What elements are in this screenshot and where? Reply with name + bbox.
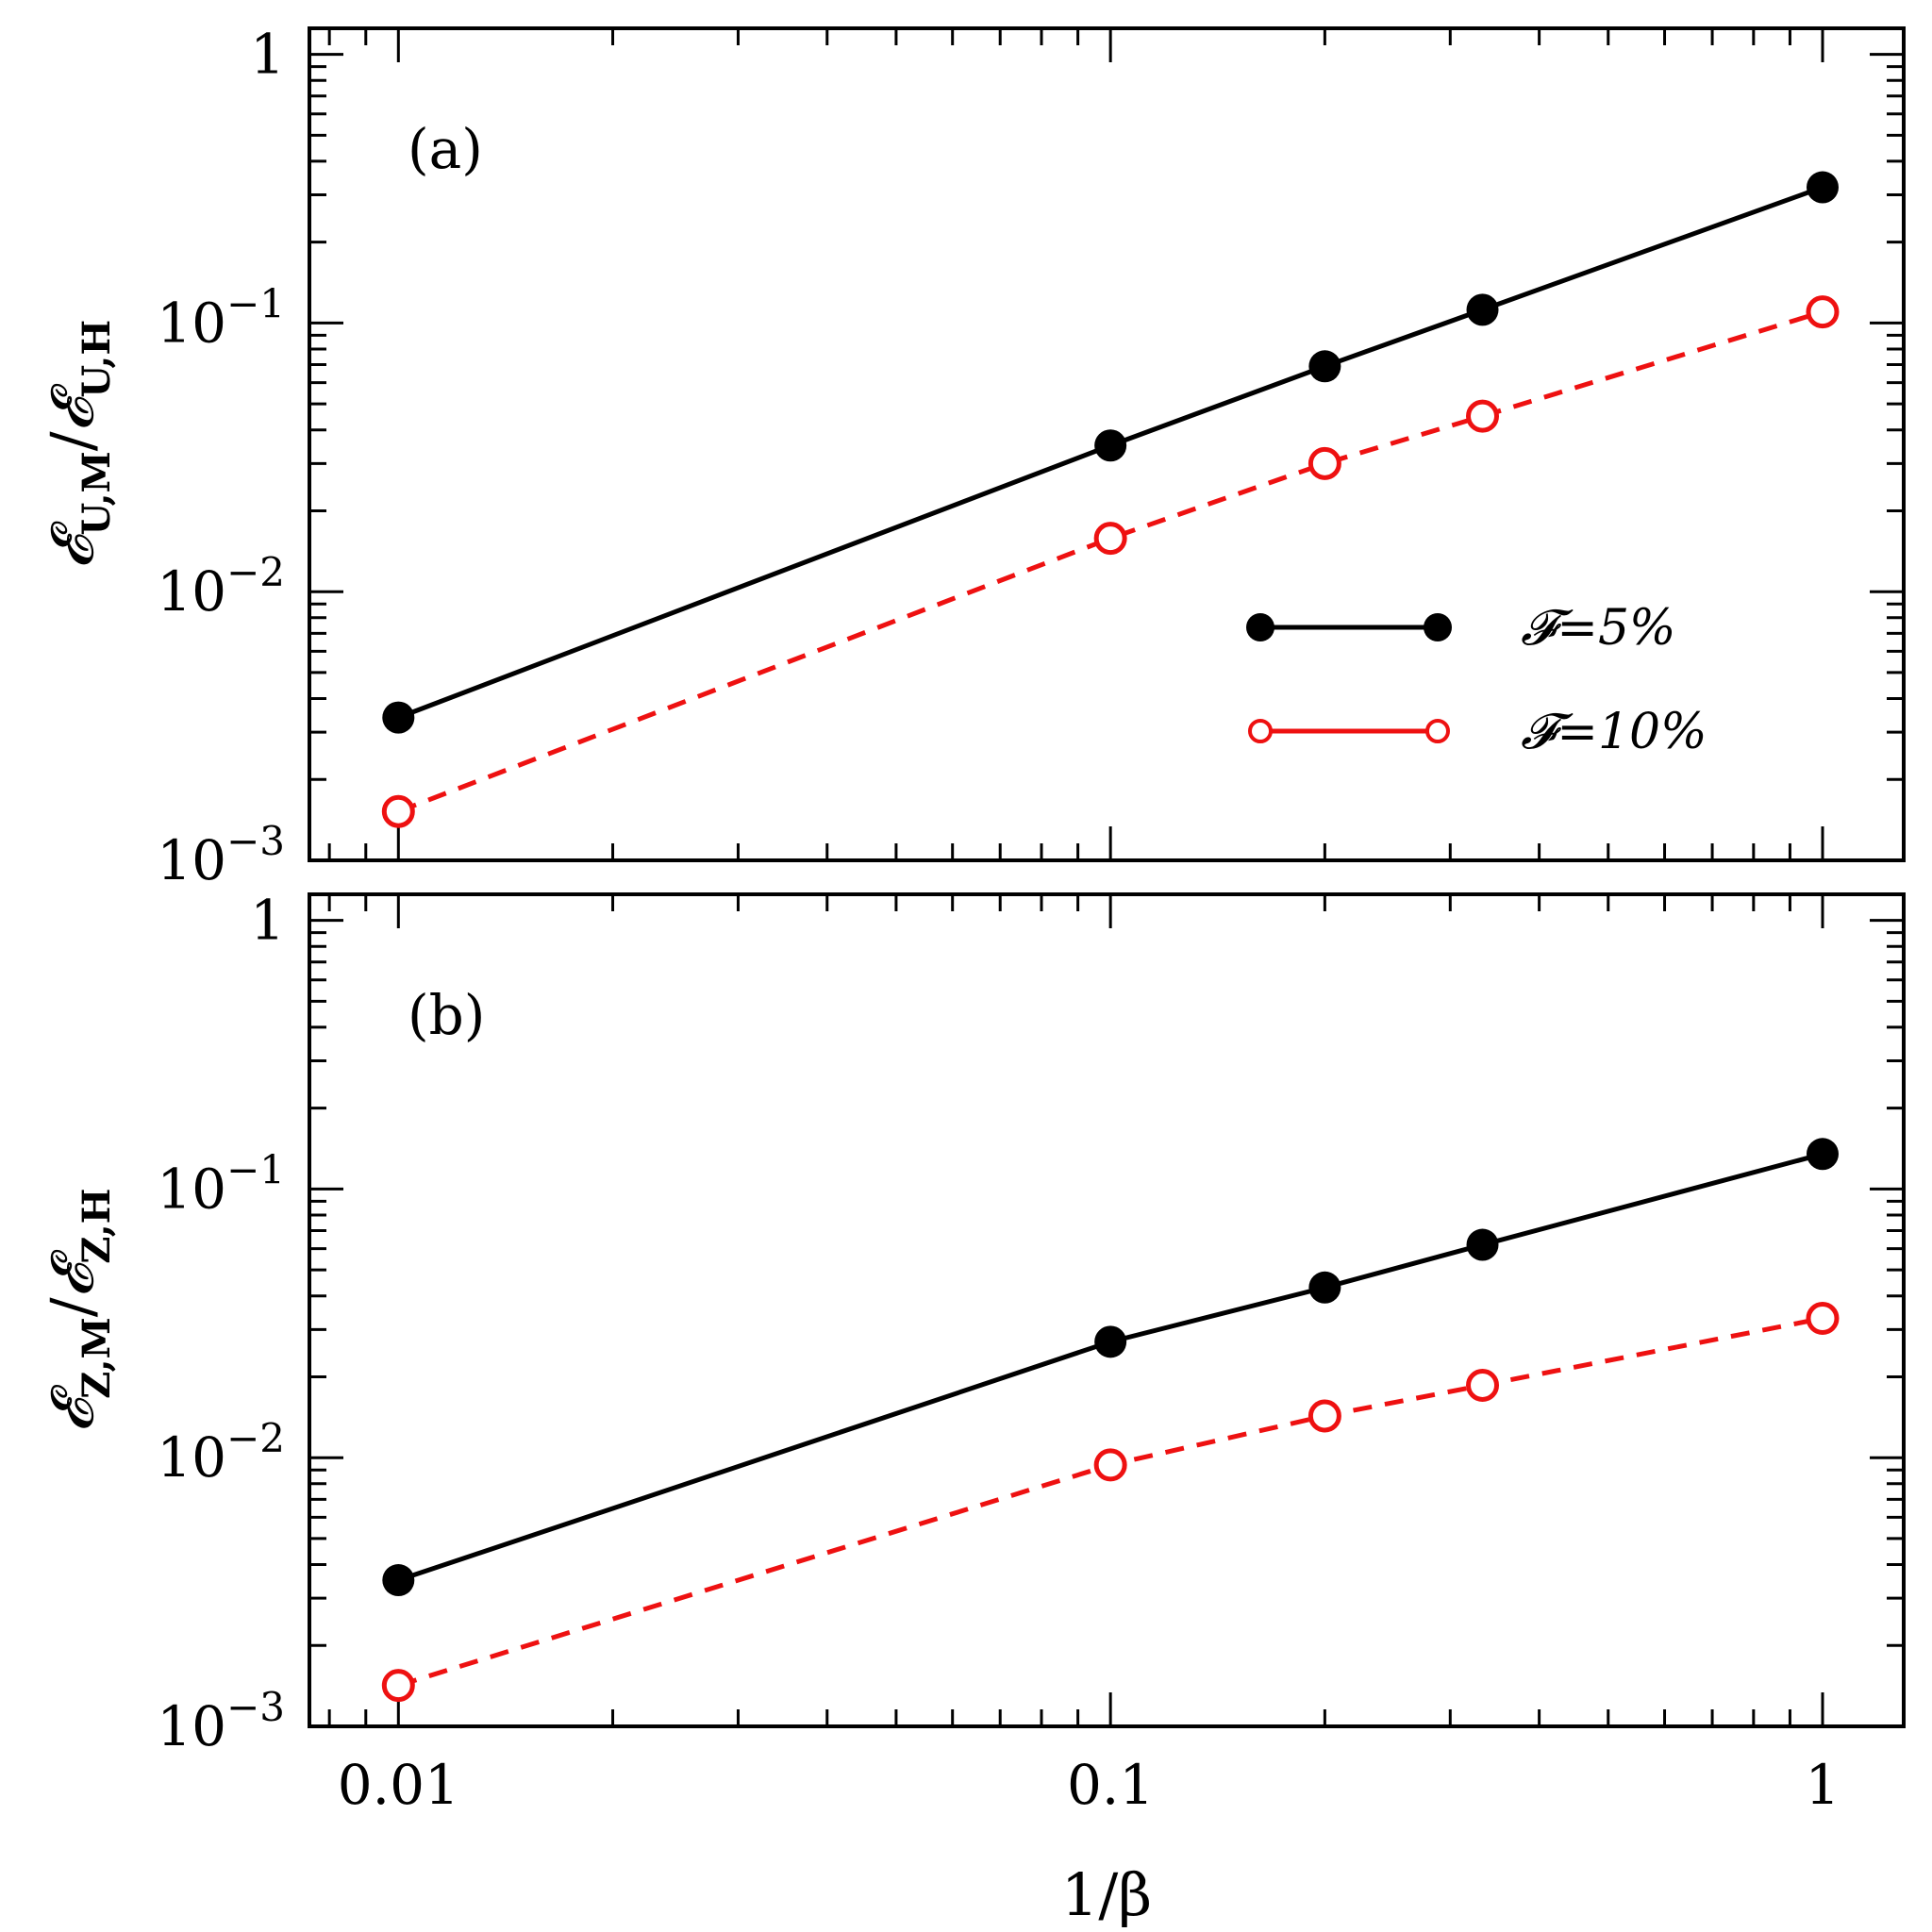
data-point xyxy=(1466,293,1499,326)
panel-label-b: (b) xyxy=(408,983,485,1047)
legend-marker xyxy=(1246,613,1274,641)
y-tick-label: 10−1 xyxy=(157,1146,285,1221)
x-tick-label: 1 xyxy=(1806,1753,1840,1817)
x-tick-label: 0.01 xyxy=(338,1753,459,1817)
legend: 𝓕=5% 𝓕=10% xyxy=(1246,600,1707,760)
data-point xyxy=(1308,1271,1341,1304)
data-point xyxy=(1094,1325,1127,1358)
legend-marker xyxy=(1248,719,1273,743)
legend-marker xyxy=(1424,613,1452,641)
data-point xyxy=(1308,350,1341,383)
legend-label: 𝓕=5% xyxy=(1521,600,1675,657)
data-point xyxy=(1806,171,1839,204)
data-point xyxy=(1307,1399,1341,1433)
y-tick-label: 1 xyxy=(250,23,285,87)
data-point xyxy=(1466,1228,1499,1261)
y-ticks-a xyxy=(309,53,1904,862)
y-ticks-b xyxy=(309,919,1904,1728)
y-tick-label: 10−1 xyxy=(157,280,285,355)
x-tick-label: 0.1 xyxy=(1067,1753,1154,1817)
data-point xyxy=(382,1564,415,1597)
panel-label-a: (a) xyxy=(408,117,483,181)
data-point xyxy=(1093,522,1127,556)
data-point xyxy=(381,794,415,828)
series-b-1 xyxy=(381,1302,1840,1703)
data-point xyxy=(381,1669,415,1703)
data-point xyxy=(1806,295,1840,329)
y-axis-label-a: 𝓔U,M/𝓔U,H xyxy=(38,320,119,569)
data-point xyxy=(1806,1302,1840,1336)
legend-item: 𝓕=5% xyxy=(1246,600,1675,657)
x-ticks-b xyxy=(327,894,1824,1726)
data-point xyxy=(1307,446,1341,480)
y-tick-label: 10−2 xyxy=(157,1415,285,1490)
data-point xyxy=(1093,1448,1127,1482)
y-tick-label: 10−3 xyxy=(157,1684,285,1758)
y-tick-label: 10−2 xyxy=(157,549,285,624)
legend-label: 𝓕=10% xyxy=(1521,704,1707,760)
x-axis-label: 1/β xyxy=(1061,1860,1152,1929)
legend-item: 𝓕=10% xyxy=(1248,704,1707,760)
data-point xyxy=(1466,399,1500,433)
legend-marker xyxy=(1425,719,1450,743)
data-point xyxy=(1094,429,1127,462)
series-a-1 xyxy=(381,295,1840,828)
series-a-0 xyxy=(382,171,1839,734)
data-point xyxy=(1806,1138,1839,1171)
series-line xyxy=(397,1151,1824,1583)
data-point xyxy=(1466,1368,1500,1402)
panel-a: 10−3 10−2 10−1 1 (a) 𝓔U,M/𝓔U,H 𝓕=5% 𝓕=10% xyxy=(38,23,1906,892)
x-ticks-a xyxy=(327,28,1824,860)
y-tick-label: 1 xyxy=(250,889,285,953)
plot-frame-b xyxy=(308,892,1906,1728)
series-line xyxy=(397,1316,1824,1689)
plot-frame-a xyxy=(308,26,1906,862)
panel-b: 10−3 10−2 10−1 1 0.01 0.1 1 (b) 𝓔Z,M/𝓔Z,H 1/β xyxy=(38,889,1906,1929)
data-point xyxy=(382,701,415,734)
series-b-0 xyxy=(382,1138,1839,1597)
y-axis-label-b: 𝓔Z,M/𝓔Z,H xyxy=(38,1189,119,1433)
y-tick-label: 10−3 xyxy=(157,818,285,892)
